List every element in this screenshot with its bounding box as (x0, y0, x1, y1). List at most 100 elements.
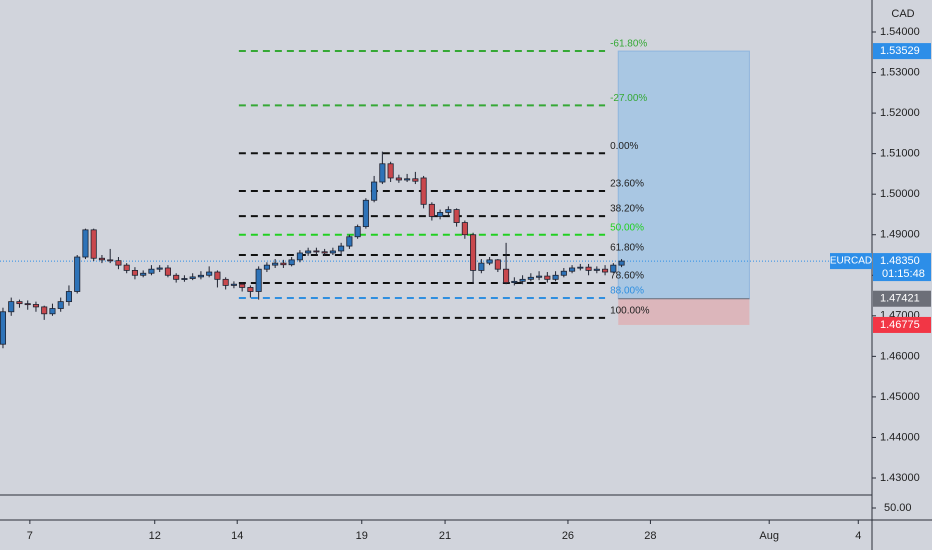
candle-body (354, 226, 361, 238)
candle-body (296, 252, 303, 261)
countdown-label: 01:15:48 (882, 268, 925, 280)
last-price-tag (873, 253, 931, 282)
candle-body (197, 274, 204, 278)
candle-body (461, 222, 468, 236)
candle-body (222, 278, 229, 286)
candle-body (536, 275, 543, 278)
candle-body (263, 264, 270, 270)
y-tick-label: 1.44000 (880, 431, 920, 443)
candle-body (346, 236, 353, 247)
candle-body (98, 257, 105, 261)
fib-label: 50.00% (610, 222, 644, 233)
candle-body (362, 199, 369, 228)
candle-body (107, 259, 114, 262)
candle-body (379, 163, 386, 183)
candle-body (206, 271, 213, 276)
y-tick-label: 1.54000 (880, 26, 920, 38)
candle-body (420, 177, 427, 205)
candle-body (527, 276, 534, 280)
fib-label: 78.60% (610, 271, 644, 282)
candle-body (272, 262, 279, 266)
candle-body (156, 267, 163, 270)
y-tick-label: 1.50000 (880, 188, 920, 200)
candle-body (371, 181, 378, 201)
candle-body (280, 262, 287, 266)
last-price-label: 1.48350 (880, 255, 920, 267)
target-tag (873, 43, 931, 60)
fib-label: 61.80% (610, 243, 644, 254)
symbol-label: EURCAD (830, 256, 872, 267)
entry-tag (873, 290, 931, 307)
candle-body (131, 270, 138, 276)
stop-zone (618, 298, 750, 325)
candle-body (412, 178, 419, 182)
currency-label: CAD (891, 8, 914, 20)
candle-body (404, 178, 411, 181)
candle-body (552, 274, 559, 280)
candle-body (618, 260, 625, 266)
candle-body (74, 256, 81, 292)
candle-body (503, 268, 510, 283)
candle-body (239, 283, 246, 288)
candle-body (24, 303, 31, 306)
candle-body (164, 267, 171, 276)
fib-label: 88.00% (610, 286, 644, 297)
candle-body (445, 209, 452, 213)
candle-body (247, 287, 254, 292)
candle-body (395, 177, 402, 181)
candle-body (585, 266, 592, 271)
candle-body (511, 280, 518, 283)
candle-body (453, 209, 460, 223)
pane-tick-label: 50.00 (884, 502, 912, 514)
candle-body (57, 301, 64, 309)
x-tick-label: 4 (855, 530, 861, 542)
x-tick-label: 7 (27, 530, 33, 542)
x-tick-label: 26 (562, 530, 574, 542)
stop-tag-label: 1.46775 (880, 319, 920, 331)
candle-body (313, 250, 320, 253)
fib-label: 23.60% (610, 179, 644, 190)
candle-body (544, 275, 551, 280)
candle-body (41, 306, 48, 315)
symbol-tag (830, 253, 872, 270)
candle-body (90, 229, 97, 259)
candle-body (65, 291, 72, 303)
stop-tag (873, 316, 931, 333)
candle-body (569, 267, 576, 272)
x-tick-label: 21 (439, 530, 451, 542)
entry-tag-label: 1.47421 (880, 293, 920, 305)
y-tick-label: 1.43000 (880, 472, 920, 484)
candle-body (519, 278, 526, 282)
candle-body (214, 271, 221, 280)
candle-body (123, 264, 130, 271)
candle-body (577, 266, 584, 269)
fib-label: 100.00% (610, 305, 650, 316)
candle-body (593, 268, 600, 271)
candle-body (148, 268, 155, 274)
candle-body (181, 278, 188, 280)
x-tick-label: 19 (356, 530, 368, 542)
candle-body (230, 283, 237, 286)
candle-body (140, 272, 147, 276)
candle-body (437, 212, 444, 217)
candle-body (610, 264, 617, 273)
candle-body (486, 259, 493, 264)
candle-body (288, 259, 295, 266)
candle-body (494, 259, 501, 270)
candle-body (82, 229, 89, 258)
candle-body (602, 268, 609, 273)
candle-body (115, 260, 122, 266)
candle-body (387, 163, 394, 179)
fib-label: -27.00% (610, 93, 647, 104)
fib-label: 38.20% (610, 204, 644, 215)
y-tick-label: 1.51000 (880, 148, 920, 160)
y-tick-label: 1.52000 (880, 107, 920, 119)
y-tick-label: 1.45000 (880, 391, 920, 403)
fib-label: -61.80% (610, 39, 647, 50)
candle-body (255, 268, 262, 292)
candle-body (173, 274, 180, 280)
x-tick-label: Aug (759, 530, 779, 542)
